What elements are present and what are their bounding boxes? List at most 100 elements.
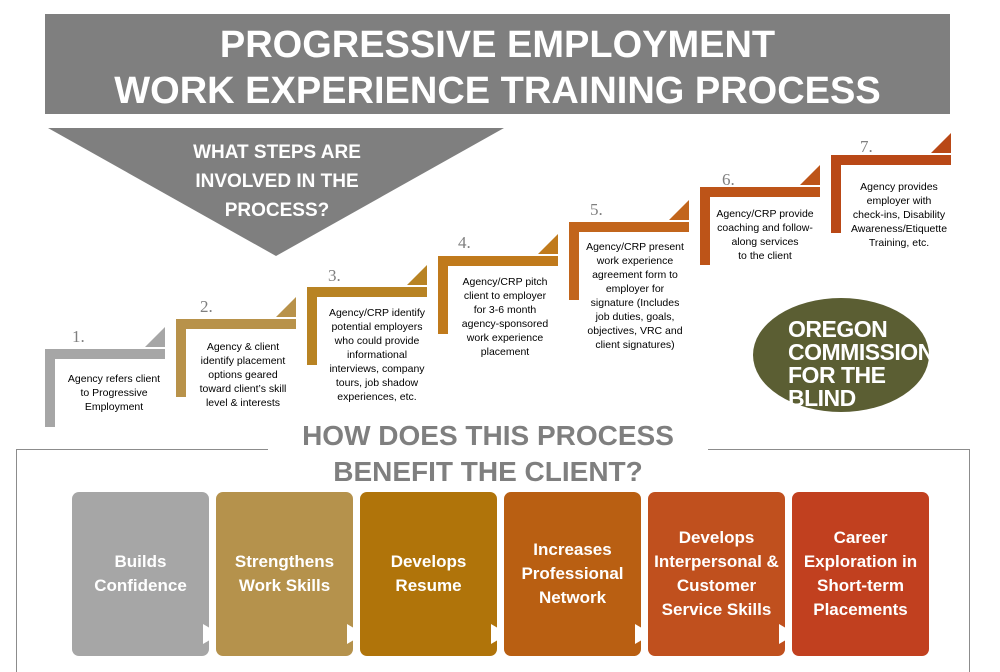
step-6-text-line: to the client <box>738 250 792 262</box>
step-3-bar <box>307 287 427 297</box>
step-7-number: 7. <box>860 137 873 156</box>
benefit-label: Develops Resume <box>390 552 467 595</box>
step-4-text-line: Agency/CRP pitch <box>462 276 548 288</box>
arrow-right-icon <box>203 624 220 644</box>
title-line-1: PROGRESSIVE EMPLOYMENT <box>219 24 776 66</box>
step-4-text: Agency/CRP pitch client to employer for 3-… <box>446 275 564 359</box>
step-1-text-line: Agency refers client <box>67 373 161 385</box>
logo-line-2: COMMISSION <box>788 339 934 365</box>
benefit-card-3: Develops Resume <box>360 492 497 656</box>
step-4-text-line: agency-sponsored <box>461 318 549 330</box>
step-2-text-line: toward client’s skill <box>199 383 287 395</box>
benefit-card-6: Career Exploration in Short-term Placeme… <box>792 492 929 656</box>
step-7-text-line: check-ins, Disability <box>852 209 946 221</box>
step-7-leg <box>831 155 841 233</box>
benefit-label: Increases Professional Network <box>521 540 624 607</box>
step-3-text-line: interviews, company <box>329 363 425 375</box>
step-3-leg <box>307 287 317 365</box>
step-2-text: Agency & client identify placement options… <box>184 340 302 410</box>
step-4-text-line: work experience <box>466 332 544 344</box>
step-5-text-line: job duties, goals, <box>595 311 675 323</box>
step-7-bar <box>831 155 951 165</box>
step-1-text: Agency refers client to Progressive Employ… <box>55 372 173 414</box>
benefit-label: Builds Confidence <box>94 552 187 595</box>
question-benefit-backdrop <box>268 418 708 498</box>
benefit-card-1: Builds Confidence <box>72 492 209 656</box>
logo-text: OREGON COMMISSION FOR THE BLIND <box>788 318 934 410</box>
title-banner: PROGRESSIVE EMPLOYMENT WORK EXPERIENCE T… <box>45 14 950 114</box>
step-5-text-line: signature (Includes <box>590 297 680 309</box>
step-6-corner <box>800 165 820 185</box>
question-benefit: HOW DOES THIS PROCESS BENEFIT THE CLIENT… <box>268 418 708 490</box>
step-4-corner <box>538 234 558 254</box>
logo-line-1: OREGON <box>788 316 888 342</box>
step-3-number: 3. <box>328 266 341 285</box>
arrow-right-icon <box>491 624 508 644</box>
step-3-text-line: experiences, etc. <box>337 391 417 403</box>
step-4-text-line: client to employer <box>463 290 547 302</box>
step-3-text-line: who could provide <box>334 335 420 347</box>
step-3-corner <box>407 265 427 285</box>
step-3-text: Agency/CRP identify potential employers wh… <box>318 306 436 404</box>
step-1-number: 1. <box>72 327 85 346</box>
step-5-text-line: client signatures) <box>595 339 675 351</box>
step-2-leg <box>176 319 186 397</box>
step-7-text-line: employer with <box>866 195 932 207</box>
step-5-text-line: Agency/CRP present <box>586 241 684 253</box>
step-5-corner <box>669 200 689 220</box>
step-6-text-line: Agency/CRP provide <box>716 208 814 220</box>
step-1-bar <box>45 349 165 359</box>
question-steps-line-1: WHAT STEPS ARE <box>193 142 361 163</box>
benefit-card-2: Strengthens Work Skills <box>216 492 353 656</box>
step-5-leg <box>569 222 579 300</box>
step-3-text-line: Agency/CRP identify <box>328 307 426 319</box>
oregon-commission-logo <box>753 298 929 412</box>
step-2-number: 2. <box>200 297 213 316</box>
step-2-text-line: Agency & client <box>206 341 280 353</box>
step-5-bar <box>569 222 689 232</box>
step-4-text-line: placement <box>480 346 530 358</box>
step-7-text-line: Agency provides <box>860 181 938 193</box>
step-1-text-line: to Progressive <box>80 387 148 399</box>
logo-line-4: BLIND <box>788 385 856 411</box>
arrow-right-icon <box>347 624 364 644</box>
step-1-corner <box>145 327 165 347</box>
step-6-number: 6. <box>722 170 735 189</box>
step-5-text-line: employer for <box>605 283 665 295</box>
step-1-text-line: Employment <box>84 401 144 413</box>
step-1-leg <box>45 349 55 427</box>
step-5-text: Agency/CRP present work experience agreeme… <box>576 240 694 352</box>
step-3-text-line: informational <box>346 349 408 361</box>
question-benefit-line-1: HOW DOES THIS PROCESS <box>302 420 674 451</box>
step-7-text-line: Awareness/Etiquette <box>850 223 948 235</box>
step-2-corner <box>276 297 296 317</box>
question-steps: WHAT STEPS ARE INVOLVED IN THE PROCESS? <box>150 138 404 225</box>
title-line-2: WORK EXPERIENCE TRAINING PROCESS <box>114 70 881 112</box>
step-4-bar <box>438 256 558 266</box>
step-7-text: Agency provides employer with check-ins, D… <box>840 180 958 250</box>
step-3-text-line: tours, job shadow <box>335 377 419 389</box>
step-5-text-line: work experience <box>596 255 674 267</box>
step-6-bar <box>700 187 820 197</box>
step-3-text-line: potential employers <box>331 321 423 333</box>
question-benefit-line-2: BENEFIT THE CLIENT? <box>333 456 643 487</box>
arrow-right-icon <box>635 624 652 644</box>
step-2-text-line: identify placement <box>200 355 286 367</box>
step-4-leg <box>438 256 448 334</box>
step-2-text-line: level & interests <box>205 397 281 409</box>
step-6-leg <box>700 187 710 265</box>
step-6-text-line: coaching and follow- <box>717 222 813 234</box>
question-steps-line-2: INVOLVED IN THE <box>195 171 359 192</box>
benefit-card-5: Develops Interpersonal & Customer Servic… <box>648 492 785 656</box>
step-2-text-line: options geared <box>208 369 278 381</box>
question-steps-line-3: PROCESS? <box>224 200 330 221</box>
benefit-label: Develops Interpersonal & Customer Servic… <box>654 528 779 619</box>
step-5-number: 5. <box>590 200 603 219</box>
benefit-label: Strengthens Work Skills <box>234 552 335 595</box>
logo-line-3: FOR THE <box>788 362 886 388</box>
step-2-bar <box>176 319 296 329</box>
step-5-text-line: agreement form to <box>592 269 678 281</box>
step-6-text: Agency/CRP provide coaching and follow-al… <box>706 207 824 263</box>
step-6-text-line: along services <box>731 236 799 248</box>
question-triangle <box>48 128 504 256</box>
